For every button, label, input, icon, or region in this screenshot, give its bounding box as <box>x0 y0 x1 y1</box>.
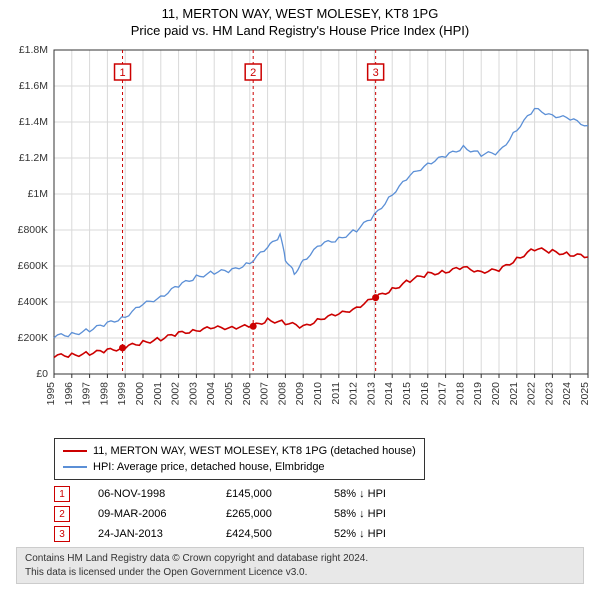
svg-text:2012: 2012 <box>348 382 360 406</box>
svg-text:2016: 2016 <box>419 382 431 406</box>
svg-text:2022: 2022 <box>526 382 538 406</box>
sale-event-date: 24-JAN-2013 <box>98 528 198 540</box>
svg-text:2002: 2002 <box>170 382 182 406</box>
sale-event-pct: 52% ↓ HPI <box>334 528 424 540</box>
svg-text:2013: 2013 <box>365 382 377 406</box>
footer-line-2: This data is licensed under the Open Gov… <box>25 566 575 580</box>
sale-event-marker: 3 <box>54 526 70 542</box>
legend: 11, MERTON WAY, WEST MOLESEY, KT8 1PG (d… <box>54 438 425 480</box>
sale-event-marker: 1 <box>54 486 70 502</box>
svg-text:2011: 2011 <box>330 382 342 405</box>
sale-event-pct: 58% ↓ HPI <box>334 508 424 520</box>
legend-item: HPI: Average price, detached house, Elmb… <box>63 459 416 475</box>
svg-text:2006: 2006 <box>241 382 253 406</box>
svg-text:1999: 1999 <box>116 382 128 406</box>
sale-event-row: 3 24-JAN-2013 £424,500 52% ↓ HPI <box>54 524 424 544</box>
legend-label: HPI: Average price, detached house, Elmb… <box>93 461 325 473</box>
svg-text:£1.2M: £1.2M <box>19 152 48 164</box>
title-block: 11, MERTON WAY, WEST MOLESEY, KT8 1PG Pr… <box>0 0 600 38</box>
svg-text:2019: 2019 <box>472 382 484 406</box>
footer-line-1: Contains HM Land Registry data © Crown c… <box>25 552 575 566</box>
svg-text:£1.8M: £1.8M <box>19 44 48 56</box>
title-line-2: Price paid vs. HM Land Registry's House … <box>0 23 600 38</box>
svg-text:1998: 1998 <box>98 382 110 406</box>
svg-text:1995: 1995 <box>45 382 57 406</box>
sale-event-price: £265,000 <box>226 508 306 520</box>
legend-swatch <box>63 466 87 468</box>
legend-swatch <box>63 450 87 452</box>
svg-text:2018: 2018 <box>454 382 466 406</box>
sale-event-row: 2 09-MAR-2006 £265,000 58% ↓ HPI <box>54 504 424 524</box>
sale-event-row: 1 06-NOV-1998 £145,000 58% ↓ HPI <box>54 484 424 504</box>
svg-text:2008: 2008 <box>276 382 288 406</box>
svg-text:2023: 2023 <box>543 382 555 406</box>
svg-text:£400K: £400K <box>18 296 48 308</box>
svg-text:2001: 2001 <box>152 382 164 406</box>
svg-text:1: 1 <box>119 67 125 79</box>
sale-event-price: £145,000 <box>226 488 306 500</box>
svg-text:2025: 2025 <box>579 382 591 406</box>
svg-text:£1.6M: £1.6M <box>19 80 48 92</box>
legend-item: 11, MERTON WAY, WEST MOLESEY, KT8 1PG (d… <box>63 443 416 459</box>
svg-text:£200K: £200K <box>18 332 48 344</box>
svg-text:2004: 2004 <box>205 382 217 406</box>
sale-event-date: 09-MAR-2006 <box>98 508 198 520</box>
svg-text:2005: 2005 <box>223 382 235 406</box>
chart-svg: £0 £200K £400K £600K £800K £1M £1.2M £1.4M £1.6M… <box>0 44 600 434</box>
svg-text:2010: 2010 <box>312 382 324 406</box>
svg-text:2024: 2024 <box>561 382 573 406</box>
svg-text:2020: 2020 <box>490 382 502 406</box>
svg-text:2014: 2014 <box>383 382 395 406</box>
sale-event-marker: 2 <box>54 506 70 522</box>
svg-text:£1.4M: £1.4M <box>19 116 48 128</box>
svg-text:2: 2 <box>250 67 256 79</box>
svg-text:2003: 2003 <box>187 382 199 406</box>
svg-text:1997: 1997 <box>81 382 93 406</box>
svg-text:3: 3 <box>373 67 379 79</box>
footer-attribution: Contains HM Land Registry data © Crown c… <box>16 547 584 584</box>
title-line-1: 11, MERTON WAY, WEST MOLESEY, KT8 1PG <box>0 6 600 21</box>
svg-text:£0: £0 <box>36 368 48 380</box>
svg-text:2007: 2007 <box>259 382 271 406</box>
svg-text:2015: 2015 <box>401 382 413 406</box>
svg-text:2000: 2000 <box>134 382 146 406</box>
svg-text:1996: 1996 <box>63 382 75 406</box>
chart-container: 11, MERTON WAY, WEST MOLESEY, KT8 1PG Pr… <box>0 0 600 590</box>
svg-text:2021: 2021 <box>508 382 520 406</box>
svg-text:£1M: £1M <box>28 188 48 200</box>
sale-event-price: £424,500 <box>226 528 306 540</box>
svg-text:2017: 2017 <box>437 382 449 406</box>
sale-events-table: 1 06-NOV-1998 £145,000 58% ↓ HPI 2 09-MAR-200… <box>54 484 424 544</box>
svg-text:£800K: £800K <box>18 224 48 236</box>
svg-text:£600K: £600K <box>18 260 48 272</box>
sale-event-pct: 58% ↓ HPI <box>334 488 424 500</box>
legend-label: 11, MERTON WAY, WEST MOLESEY, KT8 1PG (d… <box>93 445 416 457</box>
sale-event-date: 06-NOV-1998 <box>98 488 198 500</box>
chart: £0 £200K £400K £600K £800K £1M £1.2M £1.4M £1.6M… <box>0 44 600 434</box>
svg-text:2009: 2009 <box>294 382 306 406</box>
